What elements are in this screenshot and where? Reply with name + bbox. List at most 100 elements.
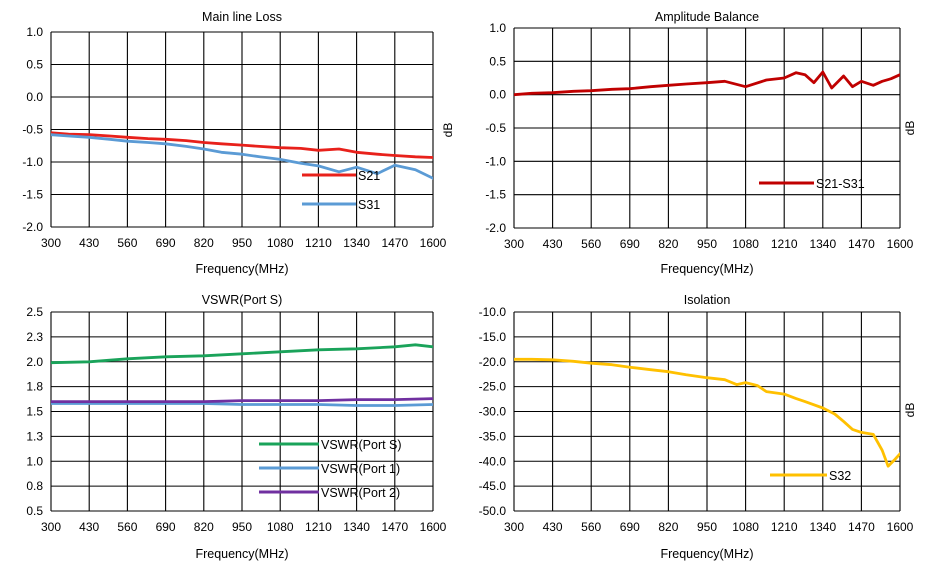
y-tick-label: 1.3 [26,429,43,443]
y-tick-label: 1.0 [26,25,43,39]
y-tick-label: 1.0 [489,21,506,35]
x-tick-label: 820 [658,520,678,534]
series-line-s21 [51,131,433,159]
y-tick-label: -20.0 [479,355,507,369]
series-line-s31 [51,133,433,180]
y-axis-unit: dB [903,403,917,418]
chart-title: VSWR(Port S) [202,293,283,307]
x-tick-label: 1340 [809,520,836,534]
y-tick-label: 2.0 [26,355,43,369]
y-tick-label: 0.0 [26,90,43,104]
y-tick-label: -15.0 [479,330,507,344]
x-tick-label: 950 [697,520,717,534]
x-tick-label: 1210 [771,520,798,534]
x-tick-label: 300 [41,520,61,534]
x-tick-label: 820 [194,236,214,250]
x-tick-label: 300 [504,520,524,534]
y-tick-label: -1.0 [22,155,43,169]
chart-title: Main line Loss [202,10,282,24]
x-tick-label: 1080 [267,236,294,250]
series-line-vswr-port-s [51,343,433,365]
y-tick-label: -30.0 [479,405,507,419]
y-tick-label: -0.5 [485,121,506,135]
x-tick-label: 950 [232,236,252,250]
x-tick-label: 300 [504,237,524,251]
x-tick-label: 950 [697,237,717,251]
series-line-vswr-port-2 [51,397,433,404]
chart-title: Amplitude Balance [655,10,759,24]
x-tick-label: 560 [117,520,137,534]
y-tick-label: 0.5 [26,504,43,518]
y-tick-label: 1.8 [26,380,43,394]
x-tick-label: 1340 [343,520,370,534]
x-tick-label: 1210 [305,520,332,534]
legend-label: S21 [358,169,380,183]
legend-label: S32 [829,469,851,483]
y-tick-label: -25.0 [479,380,507,394]
y-tick-label: -2.0 [485,221,506,235]
x-tick-label: 1080 [732,520,759,534]
x-tick-label: 1210 [771,237,798,251]
x-tick-label: 690 [620,520,640,534]
legend-label: S31 [358,198,380,212]
y-tick-label: -1.5 [485,188,506,202]
series-line-s32 [514,357,900,468]
y-axis-unit: dB [441,123,455,138]
series-line-s21-s31 [514,70,900,97]
y-axis-unit: dB [903,121,917,136]
x-tick-label: 690 [156,520,176,534]
x-tick-label: 1470 [848,237,875,251]
legend-label: VSWR(Port S) [321,438,402,452]
y-tick-label: -0.5 [22,123,43,137]
y-tick-label: -1.0 [485,154,506,168]
x-tick-label: 1600 [887,520,914,534]
x-tick-label: 1600 [420,236,447,250]
x-tick-label: 560 [581,237,601,251]
chart-panel-1: 300 430 560 690 820 950 1080 1210 1340 1470 1600 1.… [22,10,455,276]
x-tick-label: 430 [543,237,563,251]
x-tick-label: 820 [194,520,214,534]
x-tick-label: 690 [620,237,640,251]
x-tick-label: 1470 [381,520,408,534]
x-tick-label: 1080 [267,520,294,534]
y-tick-label: 2.5 [26,305,43,319]
legend-label: VSWR(Port 2) [321,486,400,500]
y-tick-label: 0.0 [489,88,506,102]
x-tick-label: 1210 [305,236,332,250]
legend-label: VSWR(Port 1) [321,462,400,476]
y-tick-label: -2.0 [22,220,43,234]
y-tick-label: -1.5 [22,188,43,202]
x-tick-label: 300 [41,236,61,250]
x-tick-label: 560 [117,236,137,250]
y-tick-label: -10.0 [479,305,507,319]
y-tick-label: 0.8 [26,479,43,493]
x-tick-label: 820 [658,237,678,251]
chart-panel-2: 300 430 560 690 820 950 1080 1210 1340 1470 1600 1.… [485,10,917,276]
x-tick-label: 430 [79,520,99,534]
x-tick-label: 950 [232,520,252,534]
chart-panel-3: 300 430 560 690 820 950 1080 1210 1340 1470 1600 2.… [26,293,446,561]
y-tick-label: -45.0 [479,479,507,493]
x-tick-label: 430 [79,236,99,250]
x-tick-label: 690 [156,236,176,250]
y-tick-label: 1.5 [26,405,43,419]
chart-panel-4: 300 430 560 690 820 950 1080 1210 1340 1470 1600 -1… [479,293,917,561]
legend-label: S21-S31 [816,177,865,191]
x-tick-label: 1340 [343,236,370,250]
x-tick-label: 560 [581,520,601,534]
y-tick-label: -40.0 [479,454,507,468]
y-tick-label: 2.3 [26,330,43,344]
y-tick-label: 0.5 [489,54,506,68]
x-axis-label: Frequency(MHz) [195,262,288,276]
x-axis-label: Frequency(MHz) [195,547,288,561]
x-tick-label: 1600 [420,520,447,534]
x-tick-label: 430 [543,520,563,534]
x-tick-label: 1340 [809,237,836,251]
chart-title: Isolation [684,293,731,307]
x-axis-label: Frequency(MHz) [660,547,753,561]
x-axis-label: Frequency(MHz) [660,262,753,276]
x-tick-label: 1080 [732,237,759,251]
x-tick-label: 1600 [887,237,914,251]
